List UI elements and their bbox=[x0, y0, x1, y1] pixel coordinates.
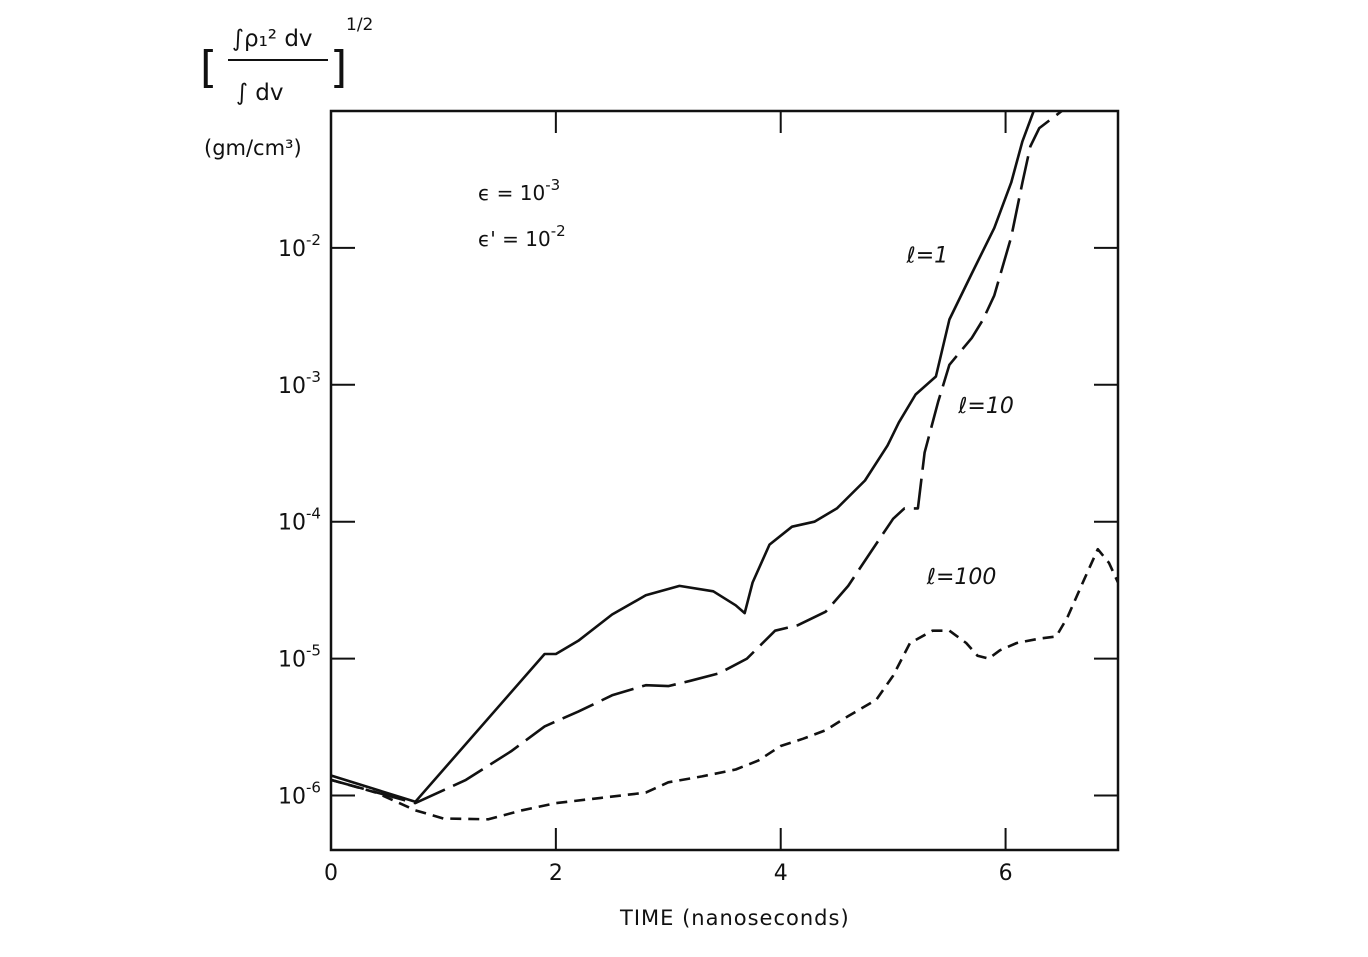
x-tick-label-1: 2 bbox=[549, 861, 563, 886]
parameter-0: ϵ = 10-3 bbox=[478, 176, 560, 205]
y-tick-exponent-0: -6 bbox=[306, 779, 321, 797]
x-axis-title: TIME (nanoseconds) bbox=[619, 906, 850, 930]
x-tick-label-2: 4 bbox=[774, 861, 788, 886]
y-tick-exponent-2: -4 bbox=[306, 505, 321, 523]
series-label-0: ℓ=1 bbox=[906, 244, 949, 269]
y-tick-base-4: 10 bbox=[278, 237, 306, 262]
series-label-1: ℓ=10 bbox=[957, 394, 1014, 419]
parameter-text-1: ϵ' = 10 bbox=[478, 227, 551, 251]
y-label-right-bracket: ] bbox=[330, 42, 347, 93]
y-tick-base-1: 10 bbox=[278, 648, 306, 673]
y-tick-label-0: 10-6 bbox=[278, 779, 321, 810]
y-tick-label-1: 10-5 bbox=[278, 642, 321, 673]
series-line-0 bbox=[331, 111, 1035, 804]
x-tick-labels: 0 2 4 6 bbox=[324, 861, 1013, 886]
x-tick-label-3: 6 bbox=[999, 861, 1013, 886]
parameter-exponent-0: -3 bbox=[545, 176, 560, 194]
parameter-1: ϵ' = 10-2 bbox=[478, 222, 566, 251]
x-tick-label-0: 0 bbox=[324, 861, 338, 886]
y-tick-exponent-1: -5 bbox=[306, 642, 321, 660]
y-tick-base-2: 10 bbox=[278, 511, 306, 536]
y-tick-labels: 10-610-510-410-310-2 bbox=[278, 231, 321, 810]
parameter-exponent-1: -2 bbox=[551, 222, 566, 240]
series-label-2: ℓ=100 bbox=[926, 565, 997, 590]
parameter-annotations: ϵ = 10-3 ϵ' = 10-2 bbox=[478, 176, 566, 251]
series-line-2 bbox=[331, 547, 1118, 821]
series-lines bbox=[331, 111, 1118, 821]
y-label-left-bracket: [ bbox=[200, 42, 217, 93]
y-tick-label-2: 10-4 bbox=[278, 505, 321, 536]
y-tick-label-4: 10-2 bbox=[278, 231, 321, 262]
y-label-numerator: ∫ρ₁² dv bbox=[232, 26, 313, 52]
plot-frame bbox=[329, 109, 1120, 852]
y-tick-label-3: 10-3 bbox=[278, 368, 321, 399]
series-line-1 bbox=[331, 111, 1063, 805]
y-label-units: (gm/cm³) bbox=[204, 136, 302, 160]
axis-ticks bbox=[330, 111, 1118, 850]
y-tick-base-3: 10 bbox=[278, 374, 306, 399]
y-tick-exponent-4: -2 bbox=[306, 231, 321, 249]
y-tick-exponent-3: -3 bbox=[306, 368, 321, 386]
parameter-text-0: ϵ = 10 bbox=[478, 181, 545, 205]
y-label-exponent: 1/2 bbox=[346, 15, 373, 35]
y-label-denominator: ∫ dv bbox=[236, 80, 284, 106]
y-axis-label: [ ∫ρ₁² dv ∫ dv ] 1/2 (gm/cm³) bbox=[200, 15, 373, 160]
y-tick-base-0: 10 bbox=[278, 785, 306, 810]
series-labels: ℓ=1 ℓ=10 ℓ=100 bbox=[906, 244, 1014, 590]
